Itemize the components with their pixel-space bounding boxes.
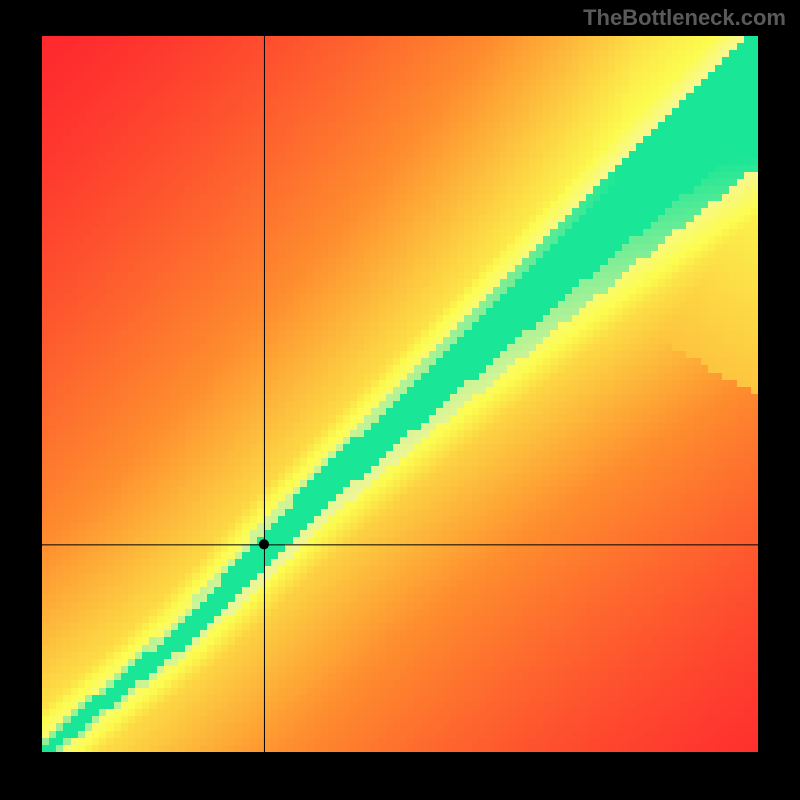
bottleneck-heatmap [42,36,758,752]
chart-container: { "attribution": { "text": "TheBottlenec… [0,0,800,800]
attribution-text: TheBottleneck.com [583,5,786,31]
